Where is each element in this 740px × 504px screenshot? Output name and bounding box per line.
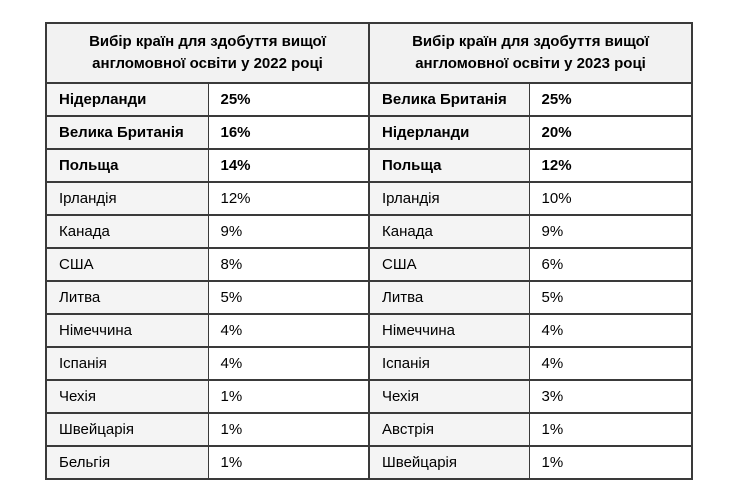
table-row: Іспанія 4% Іспанія 4%: [45, 346, 693, 381]
table-row: Чехія 1% Чехія 3%: [45, 379, 693, 414]
pct-cell-2022: 4%: [207, 346, 371, 381]
table-header: Вибір країн для здобуття вищої англомовн…: [45, 22, 693, 84]
table-row: Німеччина 4% Німеччина 4%: [45, 313, 693, 348]
education-countries-table: Вибір країн для здобуття вищої англомовн…: [45, 22, 694, 480]
pct-cell-2023: 5%: [528, 280, 693, 315]
country-cell-2022: Німеччина: [45, 313, 209, 348]
country-cell-2022: Чехія: [45, 379, 209, 414]
table-row: Литва 5% Литва 5%: [45, 280, 693, 315]
table-body: Нідерланди 25% Велика Британія 25% Велика Бр…: [45, 82, 693, 480]
country-cell-2022: Велика Британія: [45, 115, 209, 150]
table-row: США 8% США 6%: [45, 247, 693, 282]
country-cell-2023: Іспанія: [368, 346, 530, 381]
header-row: Вибір країн для здобуття вищої англомовн…: [45, 22, 693, 84]
pct-cell-2023: 4%: [528, 346, 693, 381]
country-cell-2023: США: [368, 247, 530, 282]
pct-cell-2022: 4%: [207, 313, 371, 348]
table-row: Бельгія 1% Швейцарія 1%: [45, 445, 693, 480]
pct-cell-2023: 20%: [528, 115, 693, 150]
pct-cell-2023: 6%: [528, 247, 693, 282]
pct-cell-2023: 1%: [528, 412, 693, 447]
country-cell-2022: Нідерланди: [45, 82, 209, 117]
country-cell-2023: Німеччина: [368, 313, 530, 348]
pct-cell-2023: 9%: [528, 214, 693, 249]
country-cell-2023: Нідерланди: [368, 115, 530, 150]
country-cell-2023: Польща: [368, 148, 530, 183]
pct-cell-2022: 9%: [207, 214, 371, 249]
country-cell-2022: США: [45, 247, 209, 282]
pct-cell-2022: 16%: [207, 115, 371, 150]
pct-cell-2023: 3%: [528, 379, 693, 414]
country-cell-2023: Чехія: [368, 379, 530, 414]
country-cell-2023: Швейцарія: [368, 445, 530, 480]
pct-cell-2022: 1%: [207, 379, 371, 414]
country-cell-2023: Ірландія: [368, 181, 530, 216]
table-row: Швейцарія 1% Австрія 1%: [45, 412, 693, 447]
country-cell-2022: Бельгія: [45, 445, 209, 480]
pct-cell-2023: 1%: [528, 445, 693, 480]
comparison-table-container: Вибір країн для здобуття вищої англомовн…: [45, 22, 694, 480]
country-cell-2022: Швейцарія: [45, 412, 209, 447]
table-row: Польща 14% Польща 12%: [45, 148, 693, 183]
pct-cell-2022: 14%: [207, 148, 371, 183]
pct-cell-2023: 4%: [528, 313, 693, 348]
country-cell-2022: Литва: [45, 280, 209, 315]
pct-cell-2022: 8%: [207, 247, 371, 282]
country-cell-2023: Литва: [368, 280, 530, 315]
country-cell-2023: Велика Британія: [368, 82, 530, 117]
country-cell-2022: Іспанія: [45, 346, 209, 381]
country-cell-2022: Канада: [45, 214, 209, 249]
pct-cell-2022: 12%: [207, 181, 371, 216]
pct-cell-2023: 12%: [528, 148, 693, 183]
pct-cell-2022: 25%: [207, 82, 371, 117]
country-cell-2022: Ірландія: [45, 181, 209, 216]
table-row: Нідерланди 25% Велика Британія 25%: [45, 82, 693, 117]
table-row: Ірландія 12% Ірландія 10%: [45, 181, 693, 216]
pct-cell-2023: 25%: [528, 82, 693, 117]
pct-cell-2022: 1%: [207, 445, 371, 480]
header-2022: Вибір країн для здобуття вищої англомовн…: [45, 22, 371, 84]
country-cell-2023: Австрія: [368, 412, 530, 447]
pct-cell-2023: 10%: [528, 181, 693, 216]
country-cell-2023: Канада: [368, 214, 530, 249]
table-row: Канада 9% Канада 9%: [45, 214, 693, 249]
country-cell-2022: Польща: [45, 148, 209, 183]
pct-cell-2022: 5%: [207, 280, 371, 315]
header-2023: Вибір країн для здобуття вищої англомовн…: [368, 22, 693, 84]
pct-cell-2022: 1%: [207, 412, 371, 447]
table-row: Велика Британія 16% Нідерланди 20%: [45, 115, 693, 150]
